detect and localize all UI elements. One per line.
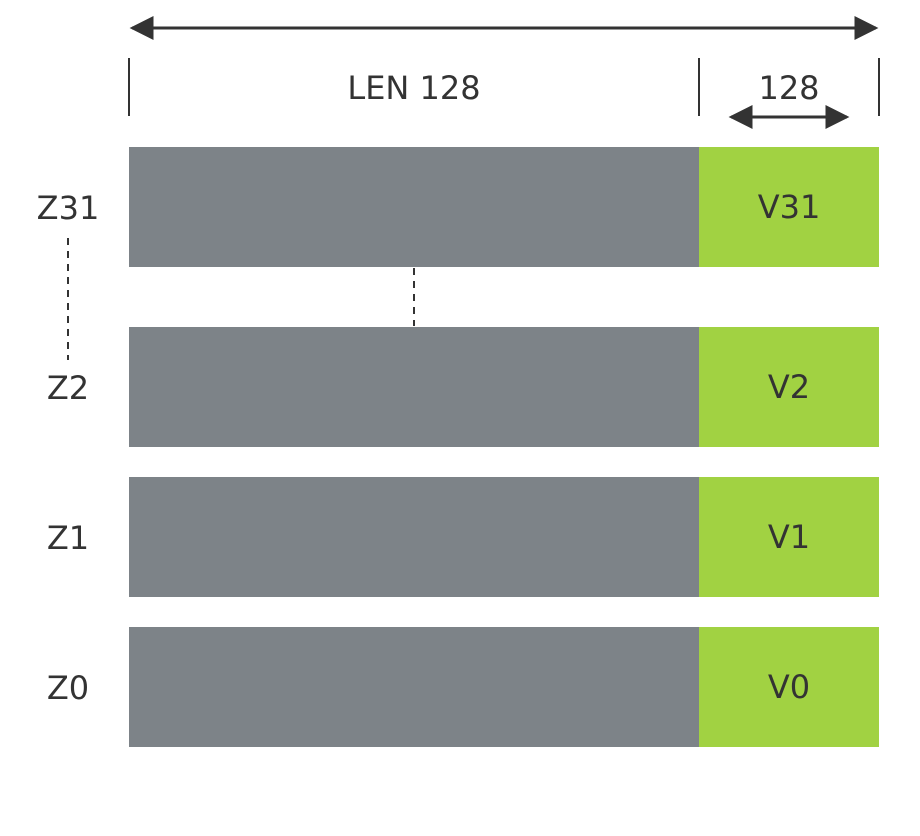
z31-bar bbox=[129, 147, 699, 267]
z1-bar bbox=[129, 477, 699, 597]
z2-bar bbox=[129, 327, 699, 447]
row-label-z2: Z2 bbox=[46, 369, 90, 407]
v31-segment: V31 bbox=[699, 147, 879, 267]
len-label: LEN 128 bbox=[347, 69, 481, 107]
v2-segment: V2 bbox=[699, 327, 879, 447]
v0-segment: V0 bbox=[699, 627, 879, 747]
row-label-z0: Z0 bbox=[46, 669, 90, 707]
v1-segment: V1 bbox=[699, 477, 879, 597]
v31-label: V31 bbox=[757, 188, 821, 226]
segment-label: 128 bbox=[758, 69, 820, 107]
z0-bar bbox=[129, 627, 699, 747]
v2-label: V2 bbox=[767, 368, 811, 406]
v0-label: V0 bbox=[767, 668, 811, 706]
row-label-z1: Z1 bbox=[46, 519, 90, 557]
row-label-z31: Z31 bbox=[36, 189, 100, 227]
v1-label: V1 bbox=[767, 518, 811, 556]
